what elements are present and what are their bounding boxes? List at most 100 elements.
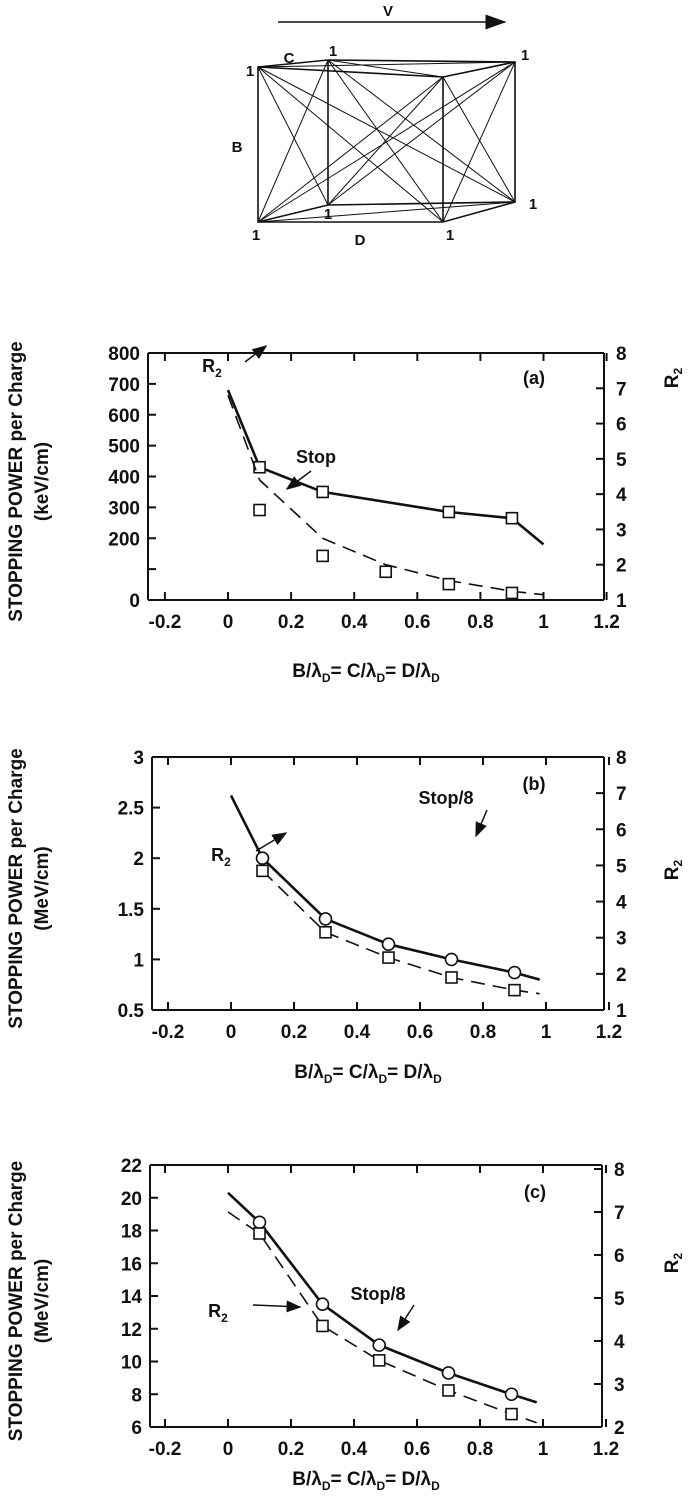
r2-series-line	[227, 395, 544, 596]
x-tick-label: 0.4	[344, 1022, 371, 1043]
series-label-pointer	[397, 1304, 415, 1332]
circle-marker	[255, 851, 270, 865]
stop-series-label: Stop/8	[350, 1284, 405, 1304]
x-tick-label: 1	[541, 1022, 552, 1043]
box-internal-lines	[257, 59, 516, 223]
stop-series-label: Stop/8	[418, 788, 473, 808]
vertex-charge: 1	[329, 43, 337, 60]
x-tick-label: 0.8	[467, 1439, 493, 1460]
stopping-power-chart-c: -0.2 0 0.2 0.4 0.6 0.8 1 1.26810121416182022234…	[6, 1156, 685, 1493]
x-tick-label: 0.4	[341, 1439, 368, 1460]
square-marker	[442, 1384, 455, 1397]
y2-tick-label: 2	[614, 1418, 625, 1439]
circle-marker	[444, 952, 459, 967]
y2-tick-label: 2	[616, 556, 627, 577]
y-axis-title: STOPPING POWER per Charge	[6, 748, 27, 1028]
vertex-charge: 1	[521, 47, 529, 64]
x-tick-label: 0	[226, 1022, 237, 1043]
circle-marker	[381, 937, 396, 952]
y2-tick-label: 3	[614, 1375, 625, 1396]
square-marker	[442, 577, 456, 591]
x-axis-title-sub: D	[324, 1072, 333, 1086]
y2-tick-label: 1	[616, 1001, 627, 1022]
vertex-charge: 1	[324, 206, 332, 223]
x-tick-label: 1.2	[596, 1022, 622, 1043]
y-tick-label: 12	[121, 1320, 142, 1341]
x-axis-title-part: B/λ	[292, 1469, 322, 1490]
x-axis-title-sub: D	[376, 1479, 385, 1493]
y-tick-label: 0.5	[118, 1001, 145, 1022]
y2-tick-label: 7	[614, 1203, 625, 1224]
x-axis-title-sub: D	[433, 1072, 442, 1086]
x-axis-title-part: = D/λ	[385, 1469, 431, 1490]
y-tick-label: 2	[133, 849, 144, 870]
axes	[151, 756, 605, 1011]
x-axis-title-sub: D	[431, 1479, 440, 1493]
square-marker	[256, 864, 269, 878]
series-label-pointer	[285, 470, 312, 490]
square-marker	[505, 1407, 518, 1421]
square-marker	[316, 1319, 329, 1333]
x-tick-label: 0.4	[341, 612, 368, 633]
series-label-pointer	[475, 809, 488, 838]
x-tick-label: 0.2	[278, 612, 304, 633]
y2-tick-label: 5	[616, 450, 627, 471]
square-marker	[505, 586, 519, 600]
x-tick-label: -0.2	[149, 1439, 182, 1460]
y-tick-label: 3	[133, 748, 144, 769]
y2-axis-title-sub: 2	[671, 859, 685, 866]
y2-tick-label: 3	[616, 520, 627, 541]
x-axis-title-part: = C/λ	[333, 1062, 379, 1083]
y-tick-label: 16	[121, 1254, 142, 1275]
r2-series-label: R2	[208, 1301, 228, 1325]
x-tick-label: 0.6	[404, 1439, 430, 1460]
y2-tick-label: 4	[616, 485, 627, 506]
y2-tick-label: 7	[616, 784, 627, 805]
series-label-text: R	[211, 845, 224, 865]
x-tick-label: 0.8	[467, 612, 493, 633]
series-label-text: Stop/8	[350, 1284, 405, 1304]
square-marker	[382, 951, 395, 964]
x-axis-title: B/λD= C/λD= D/λD	[294, 1062, 442, 1086]
y2-tick-label: 6	[616, 820, 627, 841]
y-tick-label: 500	[108, 437, 140, 458]
stopping-power-chart-a: -0.2 0 0.2 0.4 0.6 0.8 1 1.20200300400500600700…	[6, 341, 685, 685]
x-tick-label: 0	[223, 612, 234, 633]
series-label-text: R	[208, 1301, 221, 1321]
series-label-text: Stop/8	[418, 788, 473, 808]
x-tick-label: 1.2	[593, 1439, 619, 1460]
x-tick-label: 0.2	[281, 1022, 307, 1043]
series-label-sub: 2	[221, 1311, 228, 1325]
x-tick-label: 0	[223, 1439, 234, 1460]
stop-series-label: Stop	[296, 447, 336, 467]
x-axis-title-sub: D	[431, 671, 440, 685]
x-tick-label: 0.8	[470, 1022, 496, 1043]
stop-series-line	[226, 389, 545, 546]
y2-axis-title: R2	[662, 367, 685, 388]
circle-marker	[507, 965, 522, 980]
y-tick-label: 18	[121, 1222, 142, 1243]
x-axis-title-sub: D	[378, 1072, 387, 1086]
y2-tick-label: 6	[616, 415, 627, 436]
y2-tick-label: 4	[616, 893, 627, 914]
y2-axis-title-sub: 2	[671, 1252, 685, 1259]
panel-tag: (a)	[523, 368, 545, 388]
y-tick-label: 600	[108, 406, 140, 427]
square-marker	[253, 1227, 266, 1240]
square-marker	[253, 503, 266, 517]
side-label-d: D	[355, 232, 366, 249]
x-tick-label: 1	[538, 612, 549, 633]
y-tick-label: 200	[108, 529, 140, 550]
velocity-label: V	[383, 3, 393, 20]
square-marker	[372, 1354, 386, 1367]
side-label-b: B	[232, 139, 243, 156]
panel-tag: (c)	[524, 1182, 546, 1202]
y-tick-label: 10	[121, 1353, 142, 1374]
y2-tick-label: 6	[614, 1246, 625, 1267]
x-axis-title-sub: D	[322, 671, 331, 685]
circle-marker	[252, 1215, 267, 1230]
x-axis-title-part: B/λ	[294, 1062, 324, 1083]
vertex-charge: 1	[246, 63, 254, 80]
vertex-charge: 1	[529, 196, 537, 213]
series-label-pointer	[255, 832, 288, 852]
